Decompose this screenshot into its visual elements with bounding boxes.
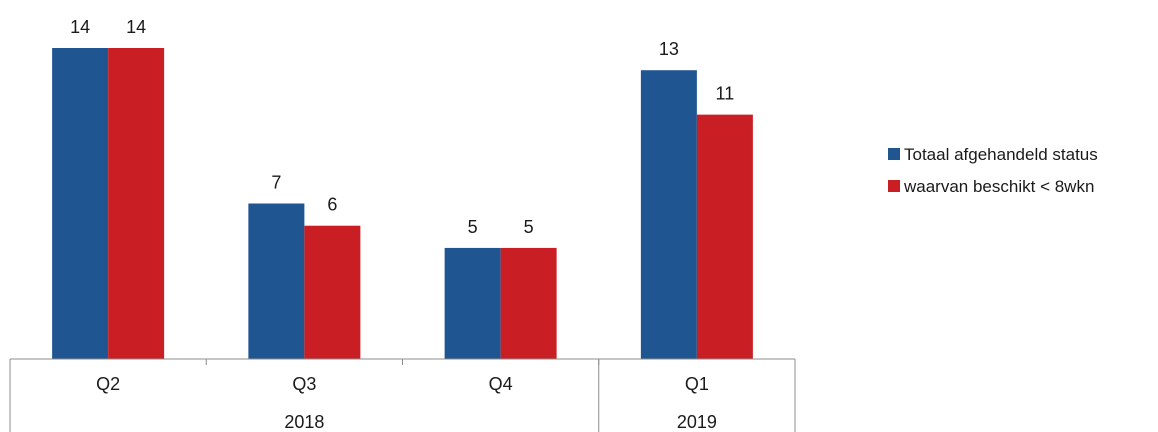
data-label-q2-series-2: 14 — [126, 17, 146, 37]
bar-q4-series-2 — [500, 247, 557, 359]
category-label-q4: Q4 — [489, 374, 513, 394]
data-label-q1-series-2: 11 — [716, 84, 735, 104]
bars-layer — [52, 48, 753, 360]
category-label-q3: Q3 — [292, 374, 316, 394]
bar-q1-series-2 — [696, 114, 753, 360]
x-axis: Q2 Q3 Q4 Q1 2018 2019 — [9, 358, 796, 432]
category-label-q2: Q2 — [96, 374, 120, 394]
legend-swatch-1 — [888, 148, 900, 160]
bar-q1-series-1 — [640, 70, 697, 359]
data-label-q3-series-1: 7 — [271, 173, 281, 193]
bar-q4-series-1 — [444, 247, 501, 359]
bar-q3-series-2 — [304, 225, 361, 359]
legend-label-2: waarvan beschikt < 8wkn — [903, 177, 1094, 196]
data-label-q3-series-2: 6 — [327, 195, 337, 215]
data-label-q2-series-1: 14 — [70, 17, 90, 37]
data-labels-layer: 14 14 7 6 5 5 13 11 — [70, 17, 734, 237]
legend-label-1: Totaal afgehandeld status — [904, 145, 1098, 164]
bar-q3-series-1 — [248, 203, 305, 359]
bar-q2-series-1 — [52, 48, 109, 359]
data-label-q4-series-1: 5 — [468, 217, 478, 237]
bar-q2-series-2 — [108, 48, 165, 359]
legend-swatch-2 — [888, 180, 900, 192]
legend: Totaal afgehandeld status waarvan beschik… — [888, 145, 1098, 196]
category-label-q1: Q1 — [685, 374, 709, 394]
data-label-q1-series-1: 13 — [659, 39, 679, 59]
group-label-2019: 2019 — [677, 412, 717, 432]
group-label-2018: 2018 — [284, 412, 324, 432]
data-label-q4-series-2: 5 — [524, 217, 534, 237]
